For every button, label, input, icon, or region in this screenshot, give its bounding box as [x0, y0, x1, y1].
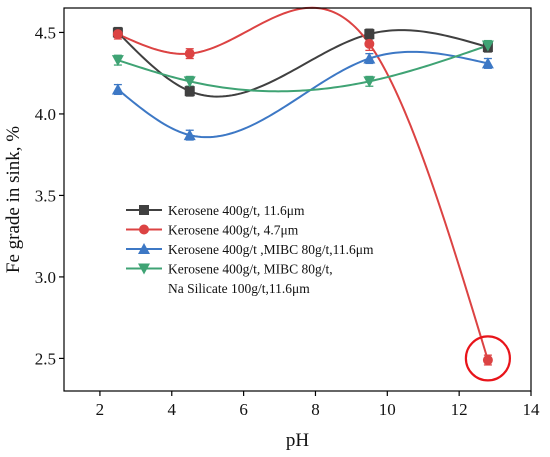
legend-label-3: Kerosene 400g/t ,MIBC 80g/t,11.6μm [168, 242, 374, 257]
data-point-circle [364, 38, 375, 49]
legend-label-2: Kerosene 400g/t, 4.7μm [168, 223, 299, 238]
data-markers [111, 27, 494, 366]
legend: Kerosene 400g/t, 11.6μm Kerosene 400g/t, … [126, 203, 374, 296]
y-tick-label: 3.5 [35, 186, 56, 205]
y-axis-title: Fe grade in sink, % [3, 126, 24, 273]
legend-label-1: Kerosene 400g/t, 11.6μm [168, 203, 305, 218]
x-tick-label: 4 [168, 400, 177, 419]
data-point-triangle-down [363, 76, 376, 88]
data-point-circle [482, 355, 493, 366]
series-line-3 [117, 50, 489, 139]
x-axis-ticks: 2 4 6 8 10 12 14 [96, 391, 540, 419]
y-tick-label: 3.0 [35, 268, 56, 287]
data-point-triangle-down [481, 40, 494, 52]
data-point-square [184, 86, 195, 97]
error-bars [113, 26, 492, 366]
x-tick-label: 6 [239, 400, 248, 419]
data-point-triangle-down [111, 55, 124, 67]
x-axis-title: pH [286, 430, 310, 451]
data-point-triangle-down [138, 263, 150, 275]
series-line-2 [117, 6, 489, 361]
data-point-triangle-up [481, 57, 494, 69]
x-tick-label: 8 [311, 400, 320, 419]
data-point-triangle-up [183, 129, 196, 141]
y-tick-label: 4.5 [35, 23, 56, 42]
y-axis-ticks: 2.5 3.0 3.5 4.0 4.5 [35, 23, 64, 368]
data-point-triangle-up [111, 83, 124, 95]
legend-label-4-line2: Na Silicate 100g/t,11.6μm [168, 281, 310, 296]
data-point-square [364, 29, 375, 40]
data-point-triangle-up [363, 52, 376, 64]
y-tick-label: 2.5 [35, 349, 56, 368]
x-tick-label: 10 [379, 400, 396, 419]
series-line-4 [117, 44, 489, 93]
x-tick-label: 14 [523, 400, 541, 419]
data-point-triangle-down [183, 76, 196, 88]
series-line-1 [117, 29, 489, 98]
data-point-square [139, 205, 149, 215]
highlight-circle [464, 335, 511, 382]
data-point-circle [184, 48, 195, 59]
x-tick-label: 12 [451, 400, 468, 419]
y-tick-label: 4.0 [35, 105, 56, 124]
x-tick-label: 2 [96, 400, 105, 419]
legend-label-4: Kerosene 400g/t, MIBC 80g/t, [168, 262, 333, 277]
data-point-circle [139, 224, 149, 235]
series-curves [117, 6, 489, 361]
data-point-triangle-up [138, 243, 150, 254]
annotation-layer [464, 335, 511, 382]
plot-frame [63, 7, 532, 392]
data-point-circle [112, 29, 123, 40]
